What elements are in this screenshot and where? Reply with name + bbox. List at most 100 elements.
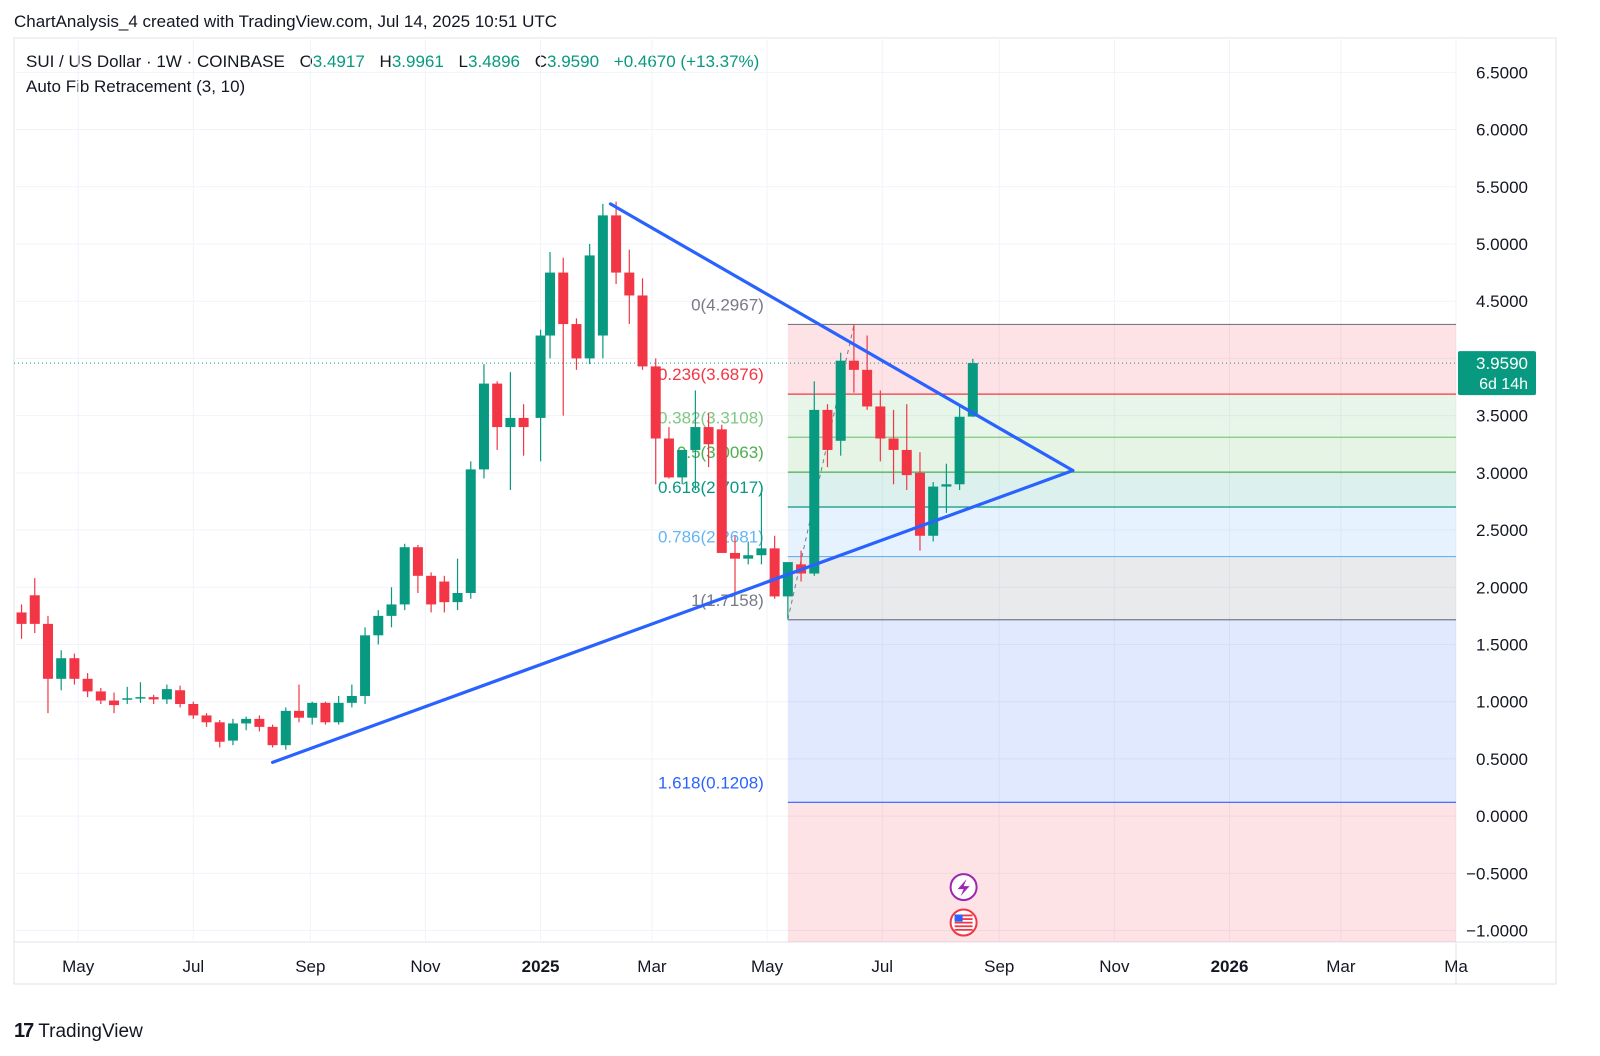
candle[interactable] [135, 682, 146, 703]
candle[interactable] [822, 404, 833, 468]
candle-body [188, 703, 199, 716]
candle[interactable] [730, 535, 740, 593]
candle[interactable] [386, 587, 397, 628]
candle-body [505, 417, 516, 428]
candle[interactable] [148, 694, 159, 704]
candle[interactable] [346, 684, 357, 708]
candle[interactable] [558, 257, 569, 416]
candle-body [227, 723, 238, 741]
candle[interactable] [254, 715, 265, 732]
candle[interactable] [478, 364, 489, 479]
indicator-legend[interactable]: Auto Fib Retracement (3, 10) [26, 77, 246, 96]
candle[interactable] [611, 201, 622, 285]
fib-level-label: 0.786(2.2681) [658, 528, 764, 547]
candle[interactable] [862, 335, 873, 410]
open-value: 3.4917 [312, 52, 365, 71]
candle[interactable] [188, 701, 199, 719]
candle[interactable] [360, 627, 371, 704]
symbol-legend[interactable]: SUI / US Dollar · 1W · COINBASE O3.4917 … [26, 52, 759, 72]
candle[interactable] [307, 701, 318, 725]
candle[interactable] [505, 372, 516, 490]
candle[interactable] [637, 278, 648, 370]
candle[interactable] [16, 604, 27, 639]
candle[interactable] [703, 413, 714, 468]
candle[interactable] [690, 390, 701, 490]
candle[interactable] [941, 463, 952, 513]
candle-body [426, 575, 437, 605]
fib-retracement: 0(4.2967)0.236(3.6876)0.382(3.3108)0.5(3… [658, 295, 1456, 942]
trendline-upper[interactable] [608, 202, 1075, 473]
candle[interactable] [267, 724, 278, 748]
candle[interactable] [82, 673, 93, 698]
x-tick-label: Nov [1099, 957, 1130, 976]
candle[interactable] [650, 358, 661, 485]
candle[interactable] [809, 381, 820, 576]
candle[interactable] [373, 610, 384, 645]
trendline-lower[interactable] [270, 468, 1075, 764]
candle[interactable] [56, 650, 67, 691]
candle[interactable] [888, 409, 899, 485]
candle[interactable] [280, 707, 291, 750]
candle-body [690, 427, 701, 450]
lightning-icon[interactable] [949, 873, 978, 902]
candle[interactable] [743, 541, 754, 565]
candle[interactable] [954, 406, 965, 490]
low-key: L [458, 52, 469, 71]
candle[interactable] [848, 324, 859, 393]
candle[interactable] [241, 716, 252, 731]
candle[interactable] [465, 461, 476, 599]
candle[interactable] [69, 653, 80, 685]
candle[interactable] [535, 329, 546, 462]
candle[interactable] [624, 249, 635, 325]
candle[interactable] [663, 427, 674, 479]
candle[interactable] [201, 713, 212, 727]
candle[interactable] [967, 358, 978, 417]
candle[interactable] [571, 318, 582, 370]
candle-body [294, 710, 305, 718]
price-tag[interactable]: 3.9590 6d 14h [1458, 351, 1536, 396]
candle[interactable] [584, 243, 595, 365]
grid [13, 37, 1557, 985]
candle[interactable] [452, 558, 463, 611]
candle[interactable] [545, 251, 556, 359]
y-tick-label: 0.0000 [1476, 807, 1528, 826]
candle[interactable] [426, 572, 437, 613]
candle[interactable] [161, 684, 172, 704]
candle[interactable] [412, 544, 423, 593]
candle[interactable] [769, 535, 780, 599]
candle[interactable] [320, 701, 331, 725]
candle[interactable] [492, 381, 503, 450]
candle-body [571, 324, 582, 359]
candle[interactable] [901, 404, 912, 490]
candle[interactable] [518, 404, 529, 456]
candle-body [69, 658, 80, 679]
x-tick-label: Nov [410, 957, 441, 976]
candle[interactable] [214, 720, 225, 748]
candle[interactable] [928, 481, 939, 542]
candle[interactable] [756, 490, 767, 565]
candle[interactable] [175, 685, 186, 708]
candle[interactable] [835, 352, 846, 456]
candle-body [967, 363, 978, 417]
candle[interactable] [399, 543, 410, 611]
candle[interactable] [875, 390, 886, 462]
candle[interactable] [227, 718, 238, 746]
tradingview-logo[interactable]: 17 TradingView [14, 1020, 143, 1043]
candle[interactable] [677, 449, 688, 485]
x-tick-label: Jul [182, 957, 204, 976]
candle[interactable] [333, 695, 344, 725]
candle[interactable] [95, 687, 106, 704]
x-tick-label: 2025 [522, 957, 560, 976]
candle[interactable] [109, 692, 120, 714]
candle[interactable] [122, 686, 133, 704]
candle[interactable] [439, 575, 450, 613]
candle[interactable] [42, 615, 53, 714]
candle[interactable] [716, 424, 727, 553]
low-value: 3.4896 [468, 52, 521, 71]
candle[interactable] [597, 203, 608, 359]
us-flag-icon[interactable] [949, 908, 978, 937]
candle[interactable] [914, 452, 925, 551]
candle[interactable] [294, 684, 305, 723]
candle[interactable] [29, 578, 40, 634]
